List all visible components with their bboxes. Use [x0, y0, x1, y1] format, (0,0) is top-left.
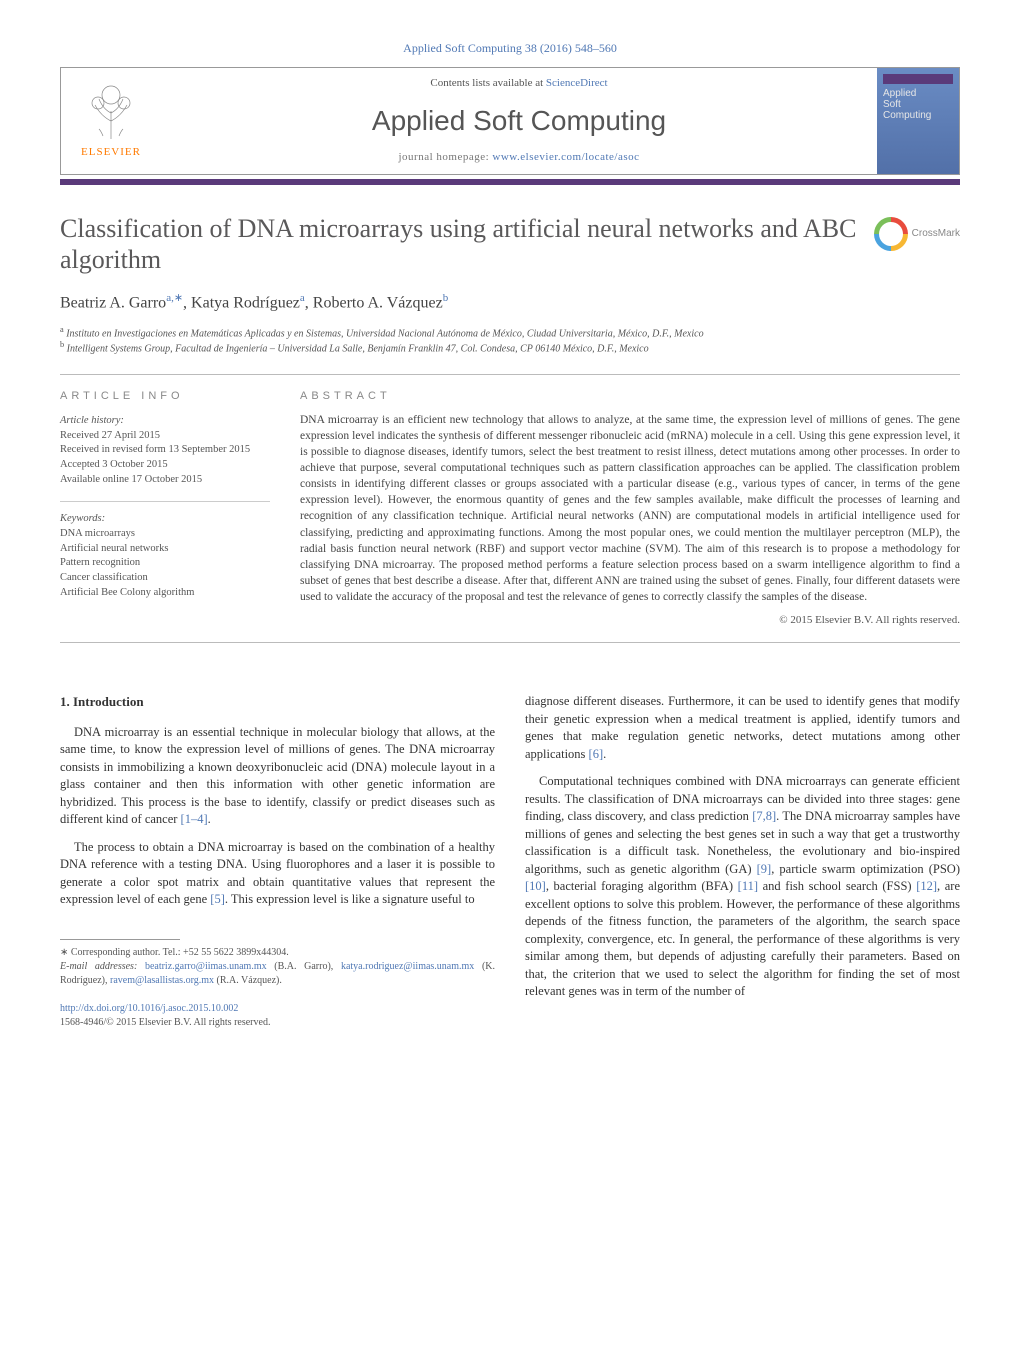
elsevier-brand-text: ELSEVIER — [81, 145, 141, 160]
para-r-1-d: , bacterial foraging algorithm (BFA) — [546, 879, 738, 893]
authors-line: Beatriz A. Garroa,∗, Katya Rodrígueza, R… — [60, 291, 960, 315]
ref-7-8[interactable]: [7,8] — [752, 809, 776, 823]
author-1-corr: ∗ — [174, 292, 183, 304]
body-right-column: diagnose different diseases. Furthermore… — [525, 693, 960, 1029]
author-2: , Katya Rodríguez — [183, 294, 300, 311]
journal-header-box: ELSEVIER Contents lists available at Sci… — [60, 67, 960, 175]
abstract-heading: ABSTRACT — [300, 389, 960, 404]
contents-available-line: Contents lists available at ScienceDirec… — [161, 76, 877, 91]
sciencedirect-link[interactable]: ScienceDirect — [546, 77, 608, 89]
author-3: , Roberto A. Vázquez — [305, 294, 443, 311]
keyword-0: DNA microarrays — [60, 527, 270, 542]
meta-divider — [60, 501, 270, 502]
para-l-0: DNA microarray is an essential technique… — [60, 724, 495, 829]
keywords-block: Keywords: DNA microarrays Artificial neu… — [60, 512, 270, 600]
email-0[interactable]: beatriz.garro@iimas.unam.mx — [145, 961, 267, 972]
abstract-text: DNA microarray is an efficient new techn… — [300, 412, 960, 605]
ref-12[interactable]: [12] — [916, 879, 937, 893]
footnotes: ∗ Corresponding author. Tel.: +52 55 562… — [60, 946, 495, 988]
elsevier-logo: ELSEVIER — [61, 68, 161, 174]
para-r-0: diagnose different diseases. Furthermore… — [525, 693, 960, 763]
history-3: Available online 17 October 2015 — [60, 473, 270, 488]
journal-reference: Applied Soft Computing 38 (2016) 548–560 — [60, 40, 960, 57]
corr-text: Corresponding author. Tel.: +52 55 5622 … — [71, 947, 289, 958]
journal-title: Applied Soft Computing — [161, 101, 877, 140]
abstract-column: ABSTRACT DNA microarray is an efficient … — [300, 389, 960, 629]
ref-5[interactable]: [5] — [210, 892, 225, 906]
para-r-1-c: , particle swarm optimization (PSO) — [771, 862, 960, 876]
email-2-who: (R.A. Vázquez). — [217, 975, 282, 986]
issn-copyright: 1568-4946/© 2015 Elsevier B.V. All right… — [60, 1016, 495, 1030]
ref-10[interactable]: [10] — [525, 879, 546, 893]
history-0: Received 27 April 2015 — [60, 429, 270, 444]
abstract-copyright: © 2015 Elsevier B.V. All rights reserved… — [300, 613, 960, 628]
homepage-line: journal homepage: www.elsevier.com/locat… — [161, 150, 877, 165]
homepage-prefix: journal homepage: — [399, 151, 493, 163]
crossmark-icon — [874, 217, 908, 251]
keyword-1: Artificial neural networks — [60, 542, 270, 557]
email-2[interactable]: ravem@lasallistas.org.mx — [110, 975, 214, 986]
email-0-who: (B.A. Garro), — [274, 961, 333, 972]
elsevier-tree-icon — [81, 81, 141, 141]
doi-line: http://dx.doi.org/10.1016/j.asoc.2015.10… — [60, 1002, 495, 1016]
section-number: 1. — [60, 694, 70, 709]
para-l-1-post: . This expression level is like a signat… — [225, 892, 475, 906]
email-addresses: E-mail addresses: beatriz.garro@iimas.un… — [60, 960, 495, 988]
para-r-1: Computational techniques combined with D… — [525, 773, 960, 1001]
cover-text-1: Applied — [883, 88, 953, 99]
crossmark-label: CrossMark — [912, 227, 960, 241]
section-title: Introduction — [73, 694, 144, 709]
keyword-3: Cancer classification — [60, 571, 270, 586]
history-head: Article history: — [60, 414, 270, 429]
contents-prefix: Contents lists available at — [430, 77, 545, 89]
ref-6[interactable]: [6] — [589, 747, 604, 761]
accent-bar — [60, 179, 960, 185]
ref-1-4[interactable]: [1–4] — [181, 812, 208, 826]
para-r-1-e: and fish school search (FSS) — [758, 879, 916, 893]
history-1: Received in revised form 13 September 20… — [60, 443, 270, 458]
keyword-2: Pattern recognition — [60, 556, 270, 571]
footnote-separator — [60, 939, 180, 940]
affiliation-a: a Instituto en Investigaciones en Matemá… — [60, 325, 960, 340]
body-left-column: 1. Introduction DNA microarray is an ess… — [60, 693, 495, 1029]
para-l-1: The process to obtain a DNA microarray i… — [60, 839, 495, 909]
para-r-1-f: , are excellent options to solve this pr… — [525, 879, 960, 998]
article-info-column: ARTICLE INFO Article history: Received 2… — [60, 389, 270, 629]
body-two-columns: 1. Introduction DNA microarray is an ess… — [60, 693, 960, 1029]
corresponding-author: ∗ Corresponding author. Tel.: +52 55 562… — [60, 946, 495, 960]
article-history-block: Article history: Received 27 April 2015 … — [60, 414, 270, 487]
doi-link[interactable]: http://dx.doi.org/10.1016/j.asoc.2015.10… — [60, 1003, 238, 1014]
email-label: E-mail addresses: — [60, 961, 137, 972]
article-info-heading: ARTICLE INFO — [60, 389, 270, 404]
author-3-aff: b — [443, 292, 449, 304]
keywords-head: Keywords: — [60, 512, 270, 527]
ref-9[interactable]: [9] — [757, 862, 772, 876]
author-1: Beatriz A. Garro — [60, 294, 166, 311]
affiliations: a Instituto en Investigaciones en Matemá… — [60, 325, 960, 356]
ref-11[interactable]: [11] — [738, 879, 758, 893]
author-1-aff: a, — [166, 292, 174, 304]
page-container: Applied Soft Computing 38 (2016) 548–560 — [0, 0, 1020, 1060]
affiliation-b-text: Intelligent Systems Group, Facultad de I… — [67, 344, 649, 355]
journal-cover-thumbnail: Applied Soft Computing — [877, 68, 959, 174]
affiliation-b: b Intelligent Systems Group, Facultad de… — [60, 340, 960, 355]
history-2: Accepted 3 October 2015 — [60, 458, 270, 473]
affiliation-a-text: Instituto en Investigaciones en Matemáti… — [66, 328, 703, 339]
cover-top-bar — [883, 74, 953, 84]
section-1-heading: 1. Introduction — [60, 693, 495, 711]
title-row: Classification of DNA microarrays using … — [60, 213, 960, 291]
keyword-4: Artificial Bee Colony algorithm — [60, 586, 270, 601]
cover-text-3: Computing — [883, 110, 953, 121]
crossmark-badge[interactable]: CrossMark — [874, 217, 960, 251]
cover-text-2: Soft — [883, 99, 953, 110]
article-title: Classification of DNA microarrays using … — [60, 213, 858, 275]
meta-abstract-row: ARTICLE INFO Article history: Received 2… — [60, 374, 960, 644]
header-center: Contents lists available at ScienceDirec… — [161, 68, 877, 174]
homepage-url-link[interactable]: www.elsevier.com/locate/asoc — [492, 151, 639, 163]
para-l-0-pre: DNA microarray is an essential technique… — [60, 725, 495, 827]
email-1[interactable]: katya.rodriguez@iimas.unam.mx — [341, 961, 474, 972]
